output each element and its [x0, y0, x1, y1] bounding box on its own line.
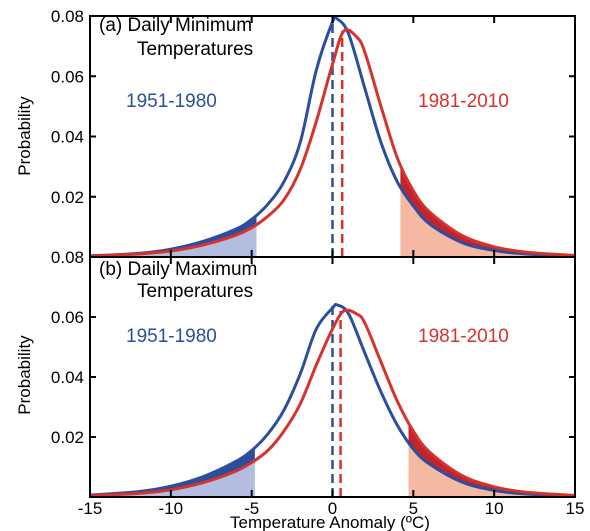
- panel-a-curve-1981-2010: [89, 28, 576, 258]
- panel-b-title-line1: (b) Daily Maximum: [99, 259, 257, 280]
- panel-a-ytick-label: 0.04: [51, 128, 84, 147]
- panel-a-legend-1951: 1951-1980: [126, 91, 217, 112]
- panel-b-top-tick-label: 0.08: [51, 248, 84, 267]
- panel-b-ylabel: Probability: [15, 335, 34, 415]
- panel-b-tail-fill-left: [90, 460, 255, 497]
- panel-b-xtick-label: -15: [78, 499, 103, 518]
- panel-a-ytick-label: 0.02: [51, 188, 84, 207]
- panel-b-title-line2: Temperatures: [137, 281, 253, 302]
- panel-a-legend-1981: 1981-2010: [418, 91, 509, 112]
- panel-a-ytick-label: 0.08: [51, 7, 84, 26]
- panel-b-legend-1981: 1981-2010: [418, 326, 509, 347]
- panel-a-title-line2: Temperatures: [137, 39, 253, 60]
- panel-b-ytick-label: 0.04: [51, 368, 84, 387]
- panel-b-ytick-label: 0.06: [51, 308, 84, 327]
- panel-b-curve-1951-1980: [89, 302, 576, 498]
- panel-b-xtick-label: 15: [566, 499, 585, 518]
- panel-b-xtick-label: -5: [244, 499, 259, 518]
- panel-b-xtick-label: 10: [485, 499, 504, 518]
- panel-b-xtick-label: 5: [409, 499, 418, 518]
- x-axis-title: Temperature Anomaly (ºC): [230, 513, 430, 531]
- panel-a-title-line1: (a) Daily Minimum: [99, 15, 252, 36]
- panel-b-curve-1981-2010: [89, 308, 576, 498]
- panel-b-tail-fill-right: [408, 441, 575, 497]
- panel-b-legend-1951: 1951-1980: [126, 326, 217, 347]
- panel-b-xtick-label: -10: [159, 499, 184, 518]
- panel-a-ylabel: Probability: [15, 96, 34, 176]
- panel-a-tail-fill-right: [400, 186, 575, 257]
- panel-b-ytick-label: 0.02: [51, 428, 84, 447]
- panel-a-ytick-label: 0.06: [51, 67, 84, 86]
- panels-layer: 0.02 0.04 0.06 0.08 0.02 0.04 0.06 0.08 -15 -10 -5…: [51, 7, 585, 518]
- panel-b-xtick-label: 0: [328, 499, 337, 518]
- panel-a-tail-fill-left: [90, 224, 257, 257]
